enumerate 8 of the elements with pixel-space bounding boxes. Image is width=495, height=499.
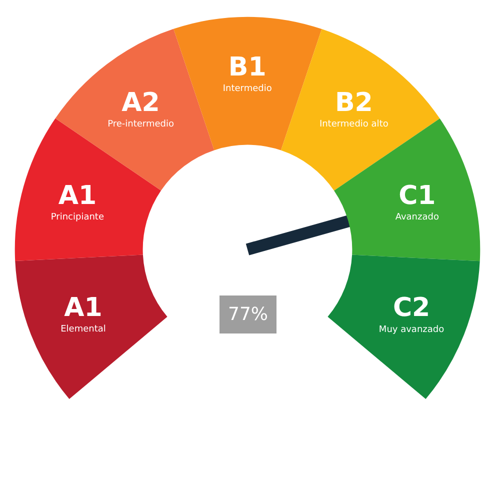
slice-label: A1 Principiante [50,180,104,222]
slice-label: C1 Avanzado [395,180,440,223]
slice-label: C2 Muy avanzado [378,293,445,335]
slice-label: A1 Elemental [60,293,106,335]
slice-label: B1 Intermedio [222,52,272,94]
slice-label: A2 Pre-intermedio [108,88,174,130]
text: 77% [228,304,268,325]
slice-label: B2 Intermedio alto [319,88,389,130]
